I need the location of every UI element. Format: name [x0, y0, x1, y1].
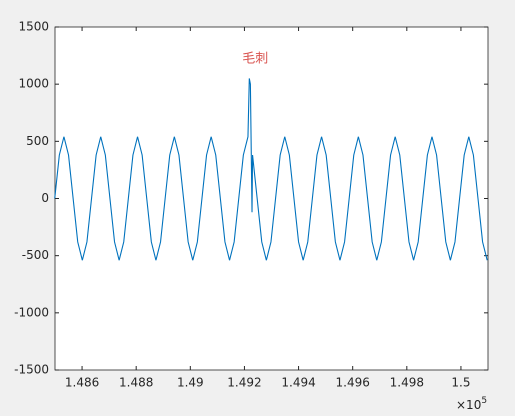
x-tick-label: 1.494: [281, 376, 315, 390]
y-tick-label: 1500: [18, 20, 49, 34]
x-tick-label: 1.5: [451, 376, 470, 390]
y-tick-label: -1000: [14, 305, 49, 319]
annotation: 毛刺: [242, 52, 268, 67]
x-tick-label: 1.496: [336, 376, 370, 390]
axes-box: [54, 26, 489, 371]
y-tick-label: -500: [22, 248, 49, 262]
y-tick-label: 0: [41, 191, 49, 205]
x-tick-label: 1.492: [227, 376, 261, 390]
x-tick-label: 1.488: [119, 376, 153, 390]
y-tick-label: -1500: [14, 363, 49, 377]
exponent-base: ×10: [456, 398, 481, 412]
x-tick-label: 1.49: [177, 376, 204, 390]
data-line: [54, 78, 488, 261]
x-tick-label: 1.486: [65, 376, 99, 390]
exponent-power: 5: [481, 396, 487, 406]
x-tick-label: 1.498: [390, 376, 424, 390]
x-exponent: ×105: [456, 396, 487, 412]
y-tick-label: 500: [26, 134, 49, 148]
y-tick-label: 1000: [18, 77, 49, 91]
